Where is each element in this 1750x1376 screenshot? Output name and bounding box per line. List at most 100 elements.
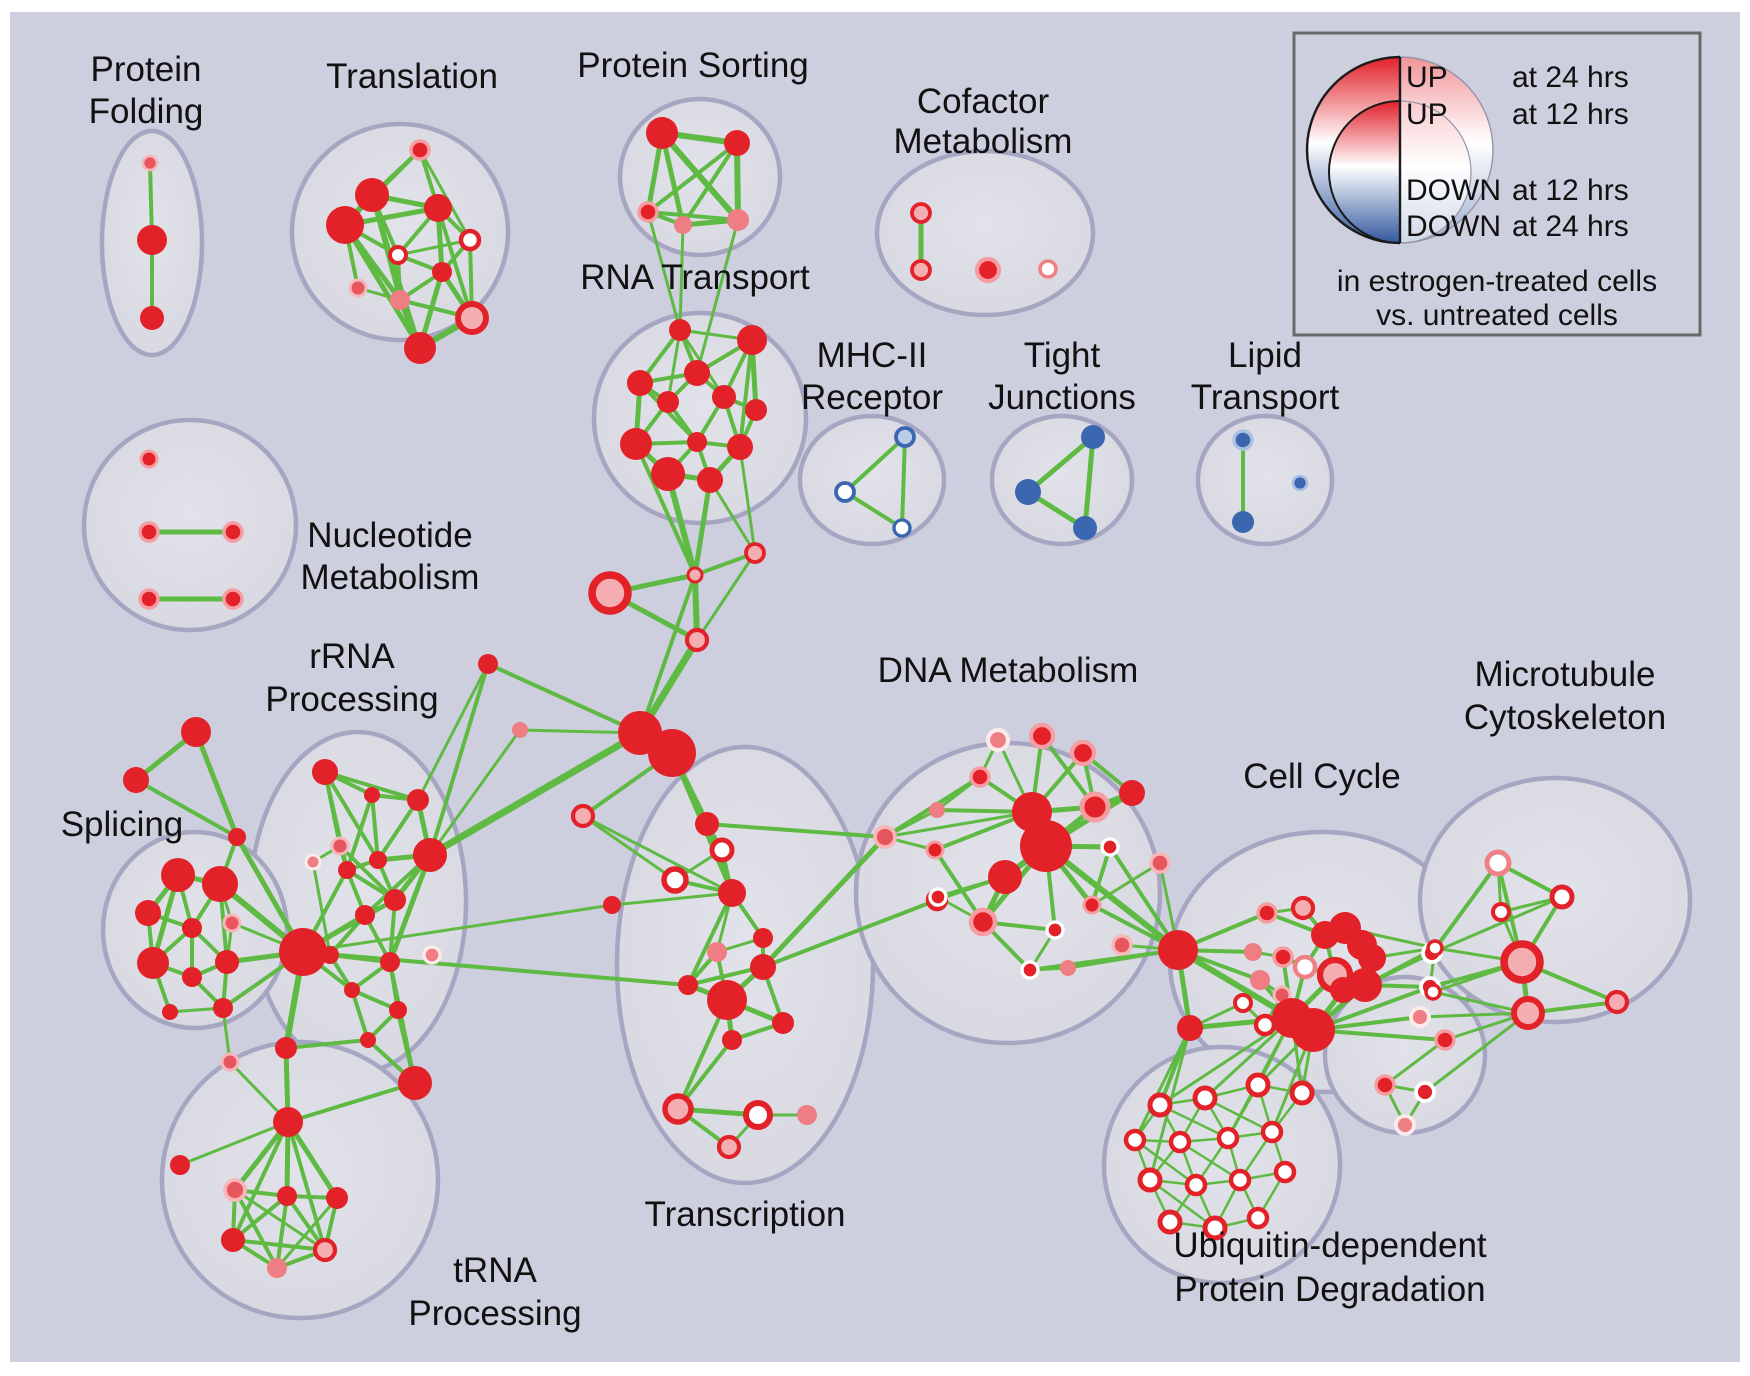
edge-d8-d15 <box>933 848 985 924</box>
edge-q14-q16 <box>350 988 370 1042</box>
node-b6-white-redring <box>1168 1130 1192 1154</box>
edge-x16-sp0 <box>301 903 614 954</box>
node-v6-red <box>137 947 169 979</box>
node-e16-white-redring <box>1253 1013 1277 1037</box>
node-d7-red-pinkring <box>1079 791 1111 823</box>
edge-m2-q8 <box>428 728 522 857</box>
legend-outer-left-arc <box>1305 55 1401 245</box>
cluster-nucleotide-metabolism-ellipse <box>81 417 299 633</box>
edge-c2-c4 <box>695 551 757 642</box>
node-x12-pink-redring <box>662 1093 694 1125</box>
edge-c3-h1 <box>638 573 697 735</box>
edge-mh1-mh3 <box>900 435 907 530</box>
node-t9-pink <box>390 290 410 310</box>
node-d15-red-pinkring <box>968 907 998 937</box>
edge-d10-d21 <box>1043 843 1181 953</box>
edge-q12-q13 <box>328 953 392 964</box>
legend-footer-line-1: vs. untreated cells <box>1376 299 1618 332</box>
node-q4-pink-pinkring <box>330 836 350 856</box>
cluster-microtubule-cytoskeleton-label: Microtubule Cytoskeleton <box>1464 655 1666 737</box>
node-t4-red <box>326 206 364 244</box>
node-d12-red-whitering <box>1100 837 1120 857</box>
node-cf1-pink-redring <box>910 202 932 224</box>
node-dc1-pink-pinkring <box>873 825 897 849</box>
node-q11-pink-whitering <box>422 945 442 965</box>
node-u1-red <box>273 1107 303 1137</box>
edge-d21-e17 <box>1175 947 1295 1021</box>
edge-w2-q13 <box>388 960 417 1085</box>
legend-inner-right-arc <box>1399 100 1472 244</box>
edge-x1-dc1 <box>705 822 887 839</box>
legend-row-3-time: at 24 hrs <box>1512 210 1629 243</box>
node-x14-pink <box>797 1105 817 1125</box>
node-b11-white-redring <box>1228 1168 1252 1192</box>
node-v7-red <box>182 967 202 987</box>
node-t2-red <box>355 178 389 212</box>
node-v3-red <box>135 900 161 926</box>
edge-s2-s3 <box>134 778 239 839</box>
node-b7-white-redring <box>1216 1126 1240 1150</box>
edge-u1-u2 <box>178 1120 290 1167</box>
edge-e23-g11 <box>1383 1038 1447 1087</box>
node-g2-white-redring <box>1549 884 1575 910</box>
edge-g1-g5 <box>1433 861 1500 950</box>
edge-m1-q3 <box>416 662 490 802</box>
cluster-tight-junctions-label: Tight Junctions <box>988 336 1136 417</box>
node-x2-white-redring <box>709 837 735 863</box>
node-tj3-blue <box>1073 516 1097 540</box>
edge-m3-x4 <box>581 814 734 895</box>
node-nm1-red-pinkring <box>139 449 159 469</box>
node-q8-red <box>413 838 447 872</box>
legend-row-0-direction: UP <box>1406 61 1448 94</box>
node-p5-pink <box>727 209 749 231</box>
edge-q1-q3 <box>323 770 420 802</box>
node-lp2-blue <box>1232 511 1254 533</box>
node-cf3-red-pinkring <box>974 256 1002 284</box>
edge-q3-q7 <box>376 798 420 862</box>
node-tj1-blue <box>1081 425 1105 449</box>
node-d1-pink-whitering <box>985 727 1011 753</box>
node-g6-white-redring <box>1424 983 1442 1001</box>
node-q10-red <box>355 905 375 925</box>
edge-x16-x4 <box>610 891 734 907</box>
node-e12-red <box>1348 968 1382 1002</box>
node-d19-red-whitering <box>1020 960 1040 980</box>
node-g11-red-pinkring <box>1374 1074 1396 1096</box>
node-u0-pink-pinkring <box>220 1052 240 1072</box>
edge-u6-u7 <box>231 1238 327 1252</box>
node-e23-red-pinkring <box>1434 1029 1456 1051</box>
node-p4-pink <box>674 216 692 234</box>
node-d16-red-pinkring <box>1082 895 1102 915</box>
legend-inner-left-arc <box>1328 100 1401 244</box>
edge-t4-t11 <box>342 222 423 351</box>
edge-h1-q8 <box>426 729 644 859</box>
node-b2-white-redring <box>1192 1085 1218 1111</box>
legend-row-1-time: at 12 hrs <box>1512 98 1629 131</box>
node-x11-red <box>722 1030 742 1050</box>
node-m1-red <box>478 654 498 674</box>
edge-u3-u7 <box>233 1188 327 1252</box>
edge-d13-d16 <box>1090 861 1162 907</box>
node-x8-red <box>707 980 747 1020</box>
node-r12-red <box>697 467 723 493</box>
node-x6-pink <box>707 942 727 962</box>
node-r4-red <box>627 370 653 396</box>
edge-g7-g12 <box>1423 1011 1530 1094</box>
cluster-cofactor-metabolism-ellipse <box>874 148 1096 318</box>
edge-u1-u5 <box>285 1119 340 1201</box>
cluster-dna-metabolism-label: DNA Metabolism <box>878 651 1139 690</box>
node-x9-red <box>772 1012 794 1034</box>
node-e2-pink-redring <box>1290 895 1316 921</box>
node-q15-red <box>389 1001 407 1019</box>
edge-p4-r1 <box>678 223 685 332</box>
node-c1-pink-redring <box>588 571 632 615</box>
edge-r11-c3 <box>665 471 698 578</box>
node-r7-red <box>745 399 767 421</box>
node-q13-red <box>380 952 400 972</box>
edge-p3-r1 <box>646 210 682 332</box>
node-e15-white-redring <box>1233 993 1253 1013</box>
node-r10-red <box>727 434 753 460</box>
node-q14-red <box>344 982 360 998</box>
